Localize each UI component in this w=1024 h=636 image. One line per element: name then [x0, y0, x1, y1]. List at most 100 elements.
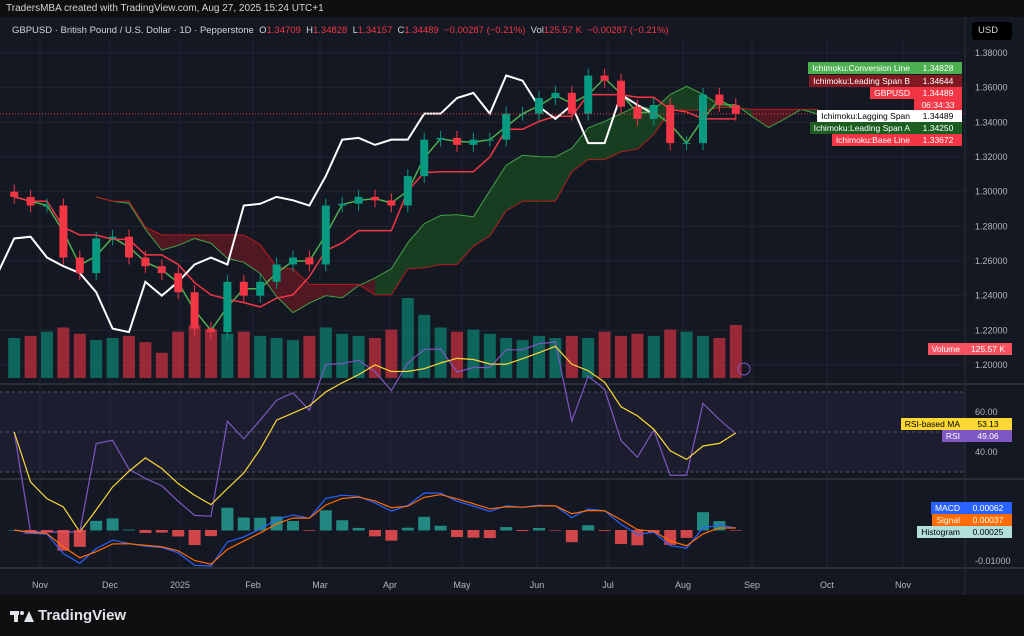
ichimoku-cloud [506, 155, 523, 211]
volume-bar [713, 338, 726, 378]
volume-bar [237, 331, 250, 378]
tag-value: 1.34644 [914, 75, 962, 87]
candle [321, 205, 330, 265]
volume-bar [8, 338, 21, 378]
currency-button[interactable]: USD [972, 22, 1012, 40]
histogram-bar [303, 530, 316, 531]
histogram-bar [172, 530, 185, 537]
tag-value: 0.00037 [964, 514, 1012, 526]
candle [354, 196, 363, 204]
volume-bar [483, 333, 496, 378]
x-tick-label: Dec [102, 580, 119, 590]
volume-bar [533, 335, 545, 378]
ichimoku-cloud [243, 235, 261, 274]
volume-change: −0.00287 (−0.21%) [587, 25, 669, 36]
lightning-icon [737, 362, 751, 376]
histogram-bar [369, 530, 381, 537]
x-tick-label: Nov [32, 580, 49, 590]
volume-bar [565, 335, 578, 378]
rsi-line [13, 341, 737, 533]
symbol-name[interactable]: GBPUSD · British Pound / U.S. Dollar · 1… [12, 25, 254, 36]
candle [157, 266, 166, 274]
volume-bar [680, 331, 693, 378]
ichimoku-cloud [325, 284, 343, 298]
volume-bar [582, 338, 595, 378]
price-tag: Ichimoku:Conversion Line 1.34828 [808, 62, 962, 74]
candle [682, 143, 691, 145]
credit-bar: TradersMBA created with TradingView.com,… [0, 0, 1024, 17]
ichimoku-cloud [293, 268, 310, 313]
histogram-bar [516, 530, 529, 532]
histogram-bar [57, 530, 70, 551]
chart-canvas[interactable]: 1.38000 1.36000 1.34000 1.32000 1.30000 1.280… [0, 0, 1024, 595]
histogram-bar [418, 516, 431, 531]
candle [403, 176, 412, 206]
x-tick-label: Apr [383, 580, 397, 590]
histogram-bar [483, 530, 496, 539]
volume-bar [451, 331, 463, 378]
ichimoku-cloud [424, 215, 441, 268]
ichimoku-cloud [227, 235, 244, 263]
y-tick-label: 1.32000 [975, 152, 1008, 162]
y-tick-label: 1.36000 [975, 83, 1008, 93]
tag-label: Ichimoku:Leading Span A [809, 122, 914, 134]
rsi-tag: RSI 49.06 [941, 430, 1012, 442]
ichimoku-cloud [473, 190, 490, 247]
volume-bar [188, 325, 201, 378]
candle [649, 105, 658, 119]
low-value: 1.34157 [357, 25, 393, 36]
x-tick-label: Aug [675, 580, 691, 590]
histogram-bar [500, 527, 513, 531]
volume-bar [598, 331, 611, 378]
tag-label: Ichimoku:Leading Span B [809, 75, 914, 87]
macd-tag: MACD 0.00062 [930, 502, 1012, 514]
price-tag: Ichimoku:Leading Span A 1.34250 [809, 122, 962, 134]
tag-value: 1.34828 [914, 62, 962, 74]
ichimoku-cloud [276, 267, 293, 313]
base-line [14, 93, 736, 308]
candle [59, 205, 68, 258]
candle [453, 137, 461, 145]
candle [26, 196, 35, 206]
histogram-bar [188, 530, 201, 546]
x-tick-label: Jul [602, 580, 614, 590]
close-label: C [397, 25, 405, 36]
volume-bar [729, 324, 742, 378]
histogram-bar [385, 530, 398, 541]
y-tick-label: 1.26000 [975, 256, 1008, 266]
ichimoku-cloud [522, 155, 539, 202]
leading-span-b [96, 107, 818, 296]
ichimoku-cloud [653, 94, 671, 135]
volume-bar [647, 335, 660, 378]
tradingview-logo-icon [10, 609, 34, 623]
high-value: 1.34828 [313, 25, 348, 36]
open-label: O [259, 25, 267, 36]
candle [272, 264, 281, 282]
volume-bar [287, 340, 299, 378]
volume-bar [221, 333, 234, 378]
histogram-bar [697, 512, 709, 531]
candle [502, 113, 511, 140]
candle [551, 92, 560, 99]
volume-bar [270, 338, 283, 378]
ichimoku-cloud [621, 105, 638, 152]
volume-bar [123, 335, 135, 378]
volume-bar [90, 340, 103, 378]
candle [256, 281, 265, 296]
tag-value: 125.57 K [964, 343, 1012, 355]
volume-bar [369, 338, 381, 378]
histogram-bar [221, 507, 234, 531]
histogram-bar [336, 520, 349, 531]
volume-bar [434, 327, 447, 378]
volume-label: Vol [530, 25, 544, 36]
x-tick-label: May [453, 580, 471, 590]
rsi-tick-label: 60.00 [975, 407, 998, 417]
volume-bar [155, 352, 168, 378]
candle [43, 205, 51, 207]
histogram-bar [565, 530, 578, 543]
candle [567, 92, 576, 114]
volume-bar [303, 335, 316, 378]
volume-bar [106, 338, 119, 378]
high-label: H [306, 25, 313, 36]
ichimoku-cloud [375, 268, 392, 295]
